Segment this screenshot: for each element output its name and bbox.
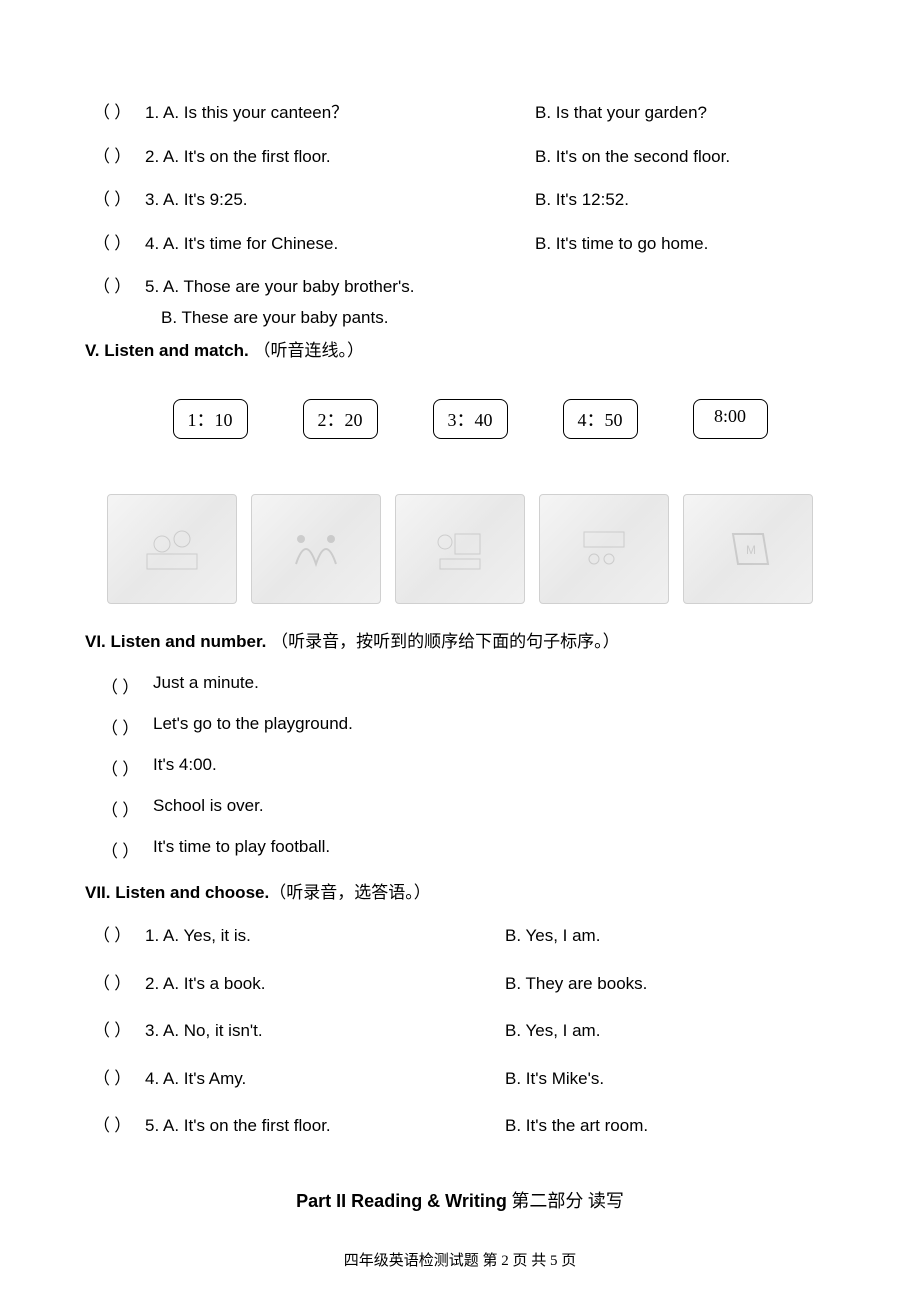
question-row: （ ） 1. A. Yes, it is. B. Yes, I am. bbox=[85, 923, 835, 949]
sentence-text: It's time to play football. bbox=[153, 837, 330, 862]
time-box: 4：50 bbox=[563, 399, 638, 439]
option-a: 5. A. Those are your baby brother's. bbox=[145, 274, 835, 300]
answer-paren[interactable]: （ ） bbox=[85, 1113, 145, 1139]
option-a: 4. A. It's time for Chinese. bbox=[145, 231, 535, 257]
question-row: （ ） 5. A. Those are your baby brother's. bbox=[85, 274, 835, 300]
time-box: 3：40 bbox=[433, 399, 508, 439]
option-b: B. It's time to go home. bbox=[535, 231, 835, 257]
section-title-cn: （听录音，按听到的顺序给下面的句子标序。） bbox=[271, 632, 620, 651]
section-title-bold: V. Listen and match. bbox=[85, 341, 253, 360]
option-b: B. Is that your garden? bbox=[535, 100, 835, 126]
number-row: （ ） Just a minute. bbox=[93, 673, 835, 698]
question-row: （ ） 1. A. Is this your canteen？ B. Is th… bbox=[85, 100, 835, 126]
question-row: （ ） 3. A. It's 9:25. B. It's 12:52. bbox=[85, 187, 835, 213]
answer-paren[interactable]: （ ） bbox=[85, 100, 145, 126]
answer-paren[interactable]: （ ） bbox=[93, 714, 153, 739]
activity-image-computer bbox=[395, 494, 525, 604]
option-b: B. It's on the second floor. bbox=[535, 144, 835, 170]
number-row: （ ） It's 4:00. bbox=[93, 755, 835, 780]
section6-title: VI. Listen and number. （听录音，按听到的顺序给下面的句子… bbox=[85, 629, 835, 655]
sentence-text: It's 4:00. bbox=[153, 755, 217, 780]
section-title-bold: VII. Listen and choose. bbox=[85, 883, 269, 902]
question-row: （ ） 2. A. It's on the first floor. B. It… bbox=[85, 144, 835, 170]
sentence-text: School is over. bbox=[153, 796, 264, 821]
answer-paren[interactable]: （ ） bbox=[85, 1018, 145, 1044]
answer-paren[interactable]: （ ） bbox=[93, 837, 153, 862]
answer-paren[interactable]: （ ） bbox=[85, 971, 145, 997]
number-row: （ ） Let's go to the playground. bbox=[93, 714, 835, 739]
answer-paren[interactable]: （ ） bbox=[85, 274, 145, 300]
option-a: 1. A. Is this your canteen？ bbox=[145, 100, 535, 126]
page-footer: 四年级英语检测试题 第 2 页 共 5 页 bbox=[0, 1249, 920, 1270]
option-b: B. They are books. bbox=[505, 971, 835, 997]
images-row: M bbox=[85, 494, 835, 604]
answer-paren[interactable]: （ ） bbox=[85, 144, 145, 170]
section-title-cn: （听音连线。） bbox=[253, 341, 364, 360]
option-a: 3. A. It's 9:25. bbox=[145, 187, 535, 213]
option-b: B. It's Mike's. bbox=[505, 1066, 835, 1092]
option-b: B. Yes, I am. bbox=[505, 1018, 835, 1044]
option-a: 1. A. Yes, it is. bbox=[145, 923, 505, 949]
answer-paren[interactable]: （ ） bbox=[85, 187, 145, 213]
option-b: B. It's 12:52. bbox=[535, 187, 835, 213]
question-row: （ ） 5. A. It's on the first floor. B. It… bbox=[85, 1113, 835, 1139]
option-b: B. It's the art room. bbox=[505, 1113, 835, 1139]
sentence-text: Just a minute. bbox=[153, 673, 259, 698]
activity-image-playground bbox=[107, 494, 237, 604]
section5-title: V. Listen and match. （听音连线。） bbox=[85, 338, 835, 364]
question-row: （ ） 4. A. It's time for Chinese. B. It's… bbox=[85, 231, 835, 257]
section4-items: （ ） 1. A. Is this your canteen？ B. Is th… bbox=[85, 100, 835, 328]
section7-title: VII. Listen and choose.（听录音，选答语。） bbox=[85, 880, 835, 906]
option-a: 5. A. It's on the first floor. bbox=[145, 1113, 505, 1139]
part-title-bold: Part II Reading & Writing bbox=[296, 1191, 507, 1211]
number-row: （ ） It's time to play football. bbox=[93, 837, 835, 862]
section-title-bold: VI. Listen and number. bbox=[85, 632, 271, 651]
activity-image-classroom bbox=[539, 494, 669, 604]
activity-image-music bbox=[251, 494, 381, 604]
option-a: 4. A. It's Amy. bbox=[145, 1066, 505, 1092]
section-title-cn: （听录音，选答语。） bbox=[269, 883, 431, 902]
number-row: （ ） School is over. bbox=[93, 796, 835, 821]
option-a: 3. A. No, it isn't. bbox=[145, 1018, 505, 1044]
question-row: （ ） 4. A. It's Amy. B. It's Mike's. bbox=[85, 1066, 835, 1092]
option-b-continuation: B. These are your baby pants. bbox=[161, 308, 835, 328]
answer-paren[interactable]: （ ） bbox=[85, 231, 145, 257]
question-row: （ ） 3. A. No, it isn't. B. Yes, I am. bbox=[85, 1018, 835, 1044]
answer-paren[interactable]: （ ） bbox=[93, 796, 153, 821]
option-a: 2. A. It's a book. bbox=[145, 971, 505, 997]
time-box: 2：20 bbox=[303, 399, 378, 439]
question-row: （ ） 2. A. It's a book. B. They are books… bbox=[85, 971, 835, 997]
section6-items: （ ） Just a minute. （ ） Let's go to the p… bbox=[85, 673, 835, 862]
part2-header: Part II Reading & Writing 第二部分 读写 bbox=[85, 1187, 835, 1213]
answer-paren[interactable]: （ ） bbox=[85, 1066, 145, 1092]
answer-paren[interactable]: （ ） bbox=[85, 923, 145, 949]
answer-paren[interactable]: （ ） bbox=[93, 673, 153, 698]
activity-image-math: M bbox=[683, 494, 813, 604]
section7-items: （ ） 1. A. Yes, it is. B. Yes, I am. （ ） … bbox=[85, 923, 835, 1139]
time-box: 1：10 bbox=[173, 399, 248, 439]
time-box: 8:00 bbox=[693, 399, 768, 439]
time-boxes-row: 1：10 2：20 3：40 4：50 8:00 bbox=[85, 381, 835, 449]
option-a: 2. A. It's on the first floor. bbox=[145, 144, 535, 170]
sentence-text: Let's go to the playground. bbox=[153, 714, 353, 739]
answer-paren[interactable]: （ ） bbox=[93, 755, 153, 780]
svg-text:M: M bbox=[746, 543, 756, 557]
part-title-cn: 第二部分 读写 bbox=[507, 1191, 624, 1211]
option-b: B. Yes, I am. bbox=[505, 923, 835, 949]
